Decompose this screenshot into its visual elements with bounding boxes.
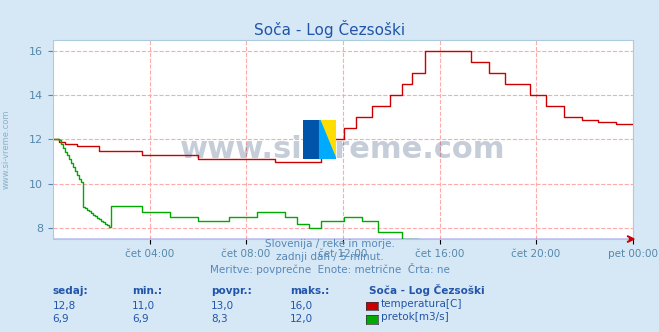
Text: zadnji dan / 5 minut.: zadnji dan / 5 minut. bbox=[275, 252, 384, 262]
Text: pretok[m3/s]: pretok[m3/s] bbox=[381, 312, 449, 322]
Bar bbox=[303, 120, 320, 159]
Text: min.:: min.: bbox=[132, 286, 162, 296]
Text: maks.:: maks.: bbox=[290, 286, 330, 296]
Text: 6,9: 6,9 bbox=[132, 314, 148, 324]
Text: 12,0: 12,0 bbox=[290, 314, 313, 324]
Text: 12,8: 12,8 bbox=[53, 301, 76, 311]
Text: 8,3: 8,3 bbox=[211, 314, 227, 324]
Text: www.si-vreme.com: www.si-vreme.com bbox=[2, 110, 11, 189]
Text: 13,0: 13,0 bbox=[211, 301, 234, 311]
Text: www.si-vreme.com: www.si-vreme.com bbox=[180, 135, 505, 164]
Text: Soča - Log Čezsoški: Soča - Log Čezsoški bbox=[254, 20, 405, 38]
Text: 16,0: 16,0 bbox=[290, 301, 313, 311]
Text: povpr.:: povpr.: bbox=[211, 286, 252, 296]
Text: sedaj:: sedaj: bbox=[53, 286, 88, 296]
Text: 6,9: 6,9 bbox=[53, 314, 69, 324]
Text: 11,0: 11,0 bbox=[132, 301, 155, 311]
Polygon shape bbox=[320, 120, 336, 159]
Text: Soča - Log Čezsoški: Soča - Log Čezsoški bbox=[369, 284, 484, 296]
Text: Slovenija / reke in morje.: Slovenija / reke in morje. bbox=[264, 239, 395, 249]
Bar bbox=[320, 120, 336, 159]
Text: temperatura[C]: temperatura[C] bbox=[381, 299, 463, 309]
Text: Meritve: povprečne  Enote: metrične  Črta: ne: Meritve: povprečne Enote: metrične Črta:… bbox=[210, 263, 449, 275]
